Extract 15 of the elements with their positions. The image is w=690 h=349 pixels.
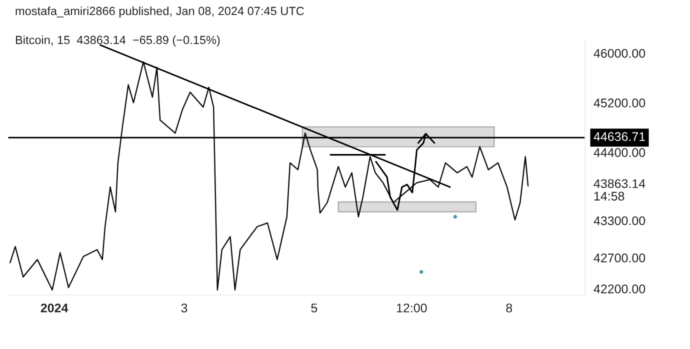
- x-tick-label: 8: [506, 304, 512, 312]
- chart-title: Bitcoin, 15 43863.14 −65.89 (−0.15%): [16, 36, 220, 46]
- chart-subtitle: mostafa_amiri2866 published, Jan 08, 2024 07:45 UTC: [16, 6, 304, 18]
- y-tick-label: 42200.00: [594, 284, 646, 294]
- y-tick-label: 45200.00: [594, 98, 646, 108]
- x-tick-label: 2024: [40, 304, 68, 312]
- y-tick-label: 46000.00: [594, 48, 646, 58]
- y-tick-label: 44400.00: [594, 148, 646, 157]
- ref-line-label: 44636.71: [594, 132, 645, 142]
- y-tick-label: 42700.00: [594, 254, 646, 262]
- x-tick-label: 12:00: [396, 304, 427, 312]
- x-tick-label: 3: [181, 304, 188, 312]
- x-tick-label: 5: [311, 304, 318, 312]
- text: 43863.14 14:58: [594, 179, 646, 201]
- y-tick-label: 43300.00: [594, 216, 646, 226]
